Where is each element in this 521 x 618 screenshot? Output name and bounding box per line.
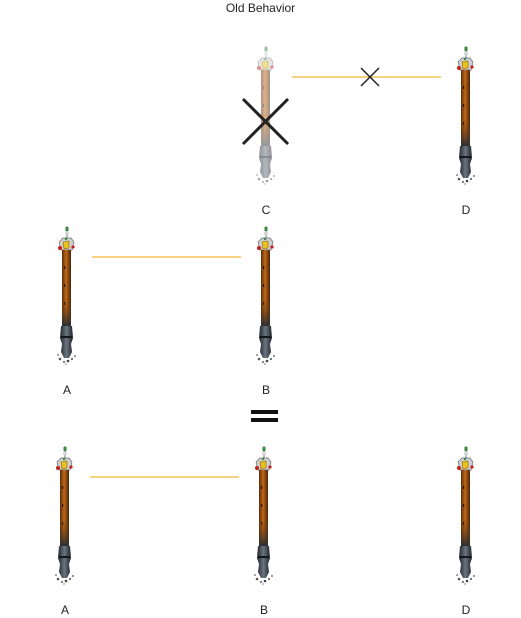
node-label-d: D	[461, 203, 471, 217]
node-label-c: C	[261, 203, 271, 217]
equals-icon	[251, 410, 278, 422]
node-label-b: B	[261, 383, 270, 397]
diagram-title: Old Behavior	[225, 1, 296, 15]
node-label-d: D	[461, 603, 471, 617]
node-label-a: A	[62, 383, 71, 397]
removed-cross-icon	[241, 97, 290, 146]
break-cross-icon	[360, 67, 380, 87]
node-label-a: A	[60, 603, 69, 617]
node-label-b: B	[259, 603, 268, 617]
